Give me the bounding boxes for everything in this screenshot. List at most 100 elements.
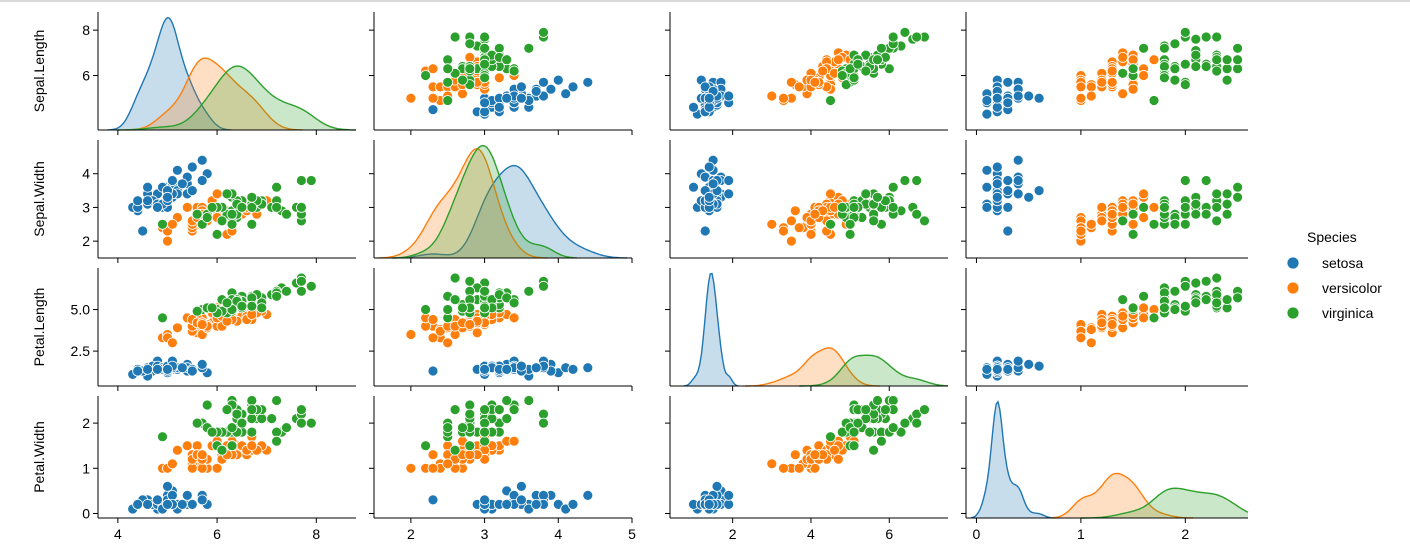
point-virginica <box>1221 54 1233 66</box>
point-setosa <box>152 363 163 375</box>
point-virginica <box>1127 302 1139 314</box>
panel-sepal-width-vs-sepal-length: 2 3 4 Sepal.Width <box>31 140 356 263</box>
kde-line-virginica <box>799 354 948 387</box>
panel-sepal-length-vs-sepal-length: 6 8 Sepal.Length <box>31 12 356 135</box>
point-setosa <box>1023 90 1035 102</box>
point-setosa <box>703 92 715 104</box>
point-setosa <box>152 201 163 213</box>
x-tick-label: 0 <box>973 526 981 542</box>
panel-petal-width-vs-sepal-length: 0 1 2 4 6 8 Petal.Width <box>31 395 356 542</box>
point-virginica <box>508 65 520 77</box>
point-virginica <box>206 426 218 438</box>
point-setosa <box>516 494 527 506</box>
point-versicolor <box>464 319 476 330</box>
kde-fill-versicolor <box>1051 473 1193 518</box>
point-versicolor <box>181 201 193 213</box>
point-virginica <box>538 417 549 429</box>
point-setosa <box>176 498 188 510</box>
y-axis-label: Sepal.Width <box>31 161 47 236</box>
point-setosa <box>186 498 198 510</box>
point-versicolor <box>1138 188 1149 200</box>
point-setosa <box>1033 92 1045 104</box>
point-virginica <box>1127 228 1139 240</box>
point-virginica <box>295 175 307 186</box>
point-virginica <box>246 201 258 213</box>
point-virginica <box>464 38 476 50</box>
point-virginica <box>825 95 836 106</box>
point-virginica <box>1211 297 1223 309</box>
point-virginica <box>848 440 860 452</box>
point-virginica <box>271 181 283 193</box>
point-versicolor <box>427 63 439 75</box>
point-versicolor <box>833 453 844 465</box>
point-virginica <box>1169 218 1181 230</box>
point-virginica <box>876 435 887 447</box>
panel-sepal-width-vs-petal-length <box>665 140 948 263</box>
point-virginica <box>1179 300 1191 312</box>
point-virginica <box>1200 61 1212 72</box>
point-setosa <box>981 108 993 120</box>
point-virginica <box>1232 292 1243 304</box>
point-virginica <box>1211 272 1223 284</box>
point-setosa <box>516 360 527 372</box>
point-versicolor <box>1117 310 1129 322</box>
point-setosa <box>530 86 542 97</box>
point-virginica <box>501 54 513 66</box>
point-versicolor <box>427 462 439 474</box>
point-versicolor <box>1138 212 1149 223</box>
point-virginica <box>911 417 923 429</box>
point-setosa <box>582 362 594 374</box>
point-virginica <box>1232 54 1243 66</box>
x-tick-label: 2 <box>1181 526 1189 542</box>
point-setosa <box>981 363 993 375</box>
point-setosa <box>1002 363 1014 375</box>
point-virginica <box>191 417 203 429</box>
point-virginica <box>479 72 491 84</box>
y-tick-label: 2.5 <box>71 343 91 359</box>
point-setosa <box>1033 185 1045 197</box>
legend: Species setosa versicolor virginica <box>1286 229 1382 321</box>
point-versicolor <box>825 188 836 200</box>
point-virginica <box>271 201 283 213</box>
point-setosa <box>1012 175 1024 186</box>
point-setosa <box>516 81 527 93</box>
point-versicolor <box>1085 218 1097 230</box>
point-versicolor <box>427 332 439 344</box>
point-versicolor <box>1096 201 1108 213</box>
kde-fill-versicolor <box>125 58 303 130</box>
point-versicolor <box>1117 52 1129 63</box>
point-virginica <box>246 300 258 312</box>
point-versicolor <box>778 462 789 474</box>
point-virginica <box>449 272 461 284</box>
point-virginica <box>887 201 899 213</box>
point-virginica <box>911 208 923 220</box>
point-versicolor <box>427 92 439 104</box>
point-virginica <box>226 208 238 220</box>
point-virginica <box>236 417 248 429</box>
point-virginica <box>449 404 461 416</box>
point-setosa <box>1002 225 1014 237</box>
point-virginica <box>844 218 856 230</box>
point-virginica <box>848 426 860 438</box>
point-versicolor <box>1096 317 1108 329</box>
point-virginica <box>221 404 233 416</box>
point-setosa <box>991 161 1003 173</box>
point-virginica <box>305 280 317 292</box>
point-setosa <box>567 363 579 375</box>
y-tick-label: 0 <box>82 505 90 521</box>
point-setosa <box>703 498 715 510</box>
point-virginica <box>295 417 307 429</box>
point-versicolor <box>833 54 844 66</box>
point-virginica <box>493 404 505 416</box>
point-virginica <box>872 54 883 66</box>
point-setosa <box>991 363 1003 375</box>
point-versicolor <box>766 458 778 470</box>
point-virginica <box>206 201 218 213</box>
point-setosa <box>479 363 491 375</box>
kde-line-virginica <box>1081 487 1249 519</box>
point-virginica <box>1179 79 1191 90</box>
panel-petal-width-vs-sepal-width: 2 3 4 5 <box>369 395 636 542</box>
point-virginica <box>479 302 491 314</box>
point-setosa <box>142 181 154 193</box>
point-virginica <box>295 285 307 297</box>
